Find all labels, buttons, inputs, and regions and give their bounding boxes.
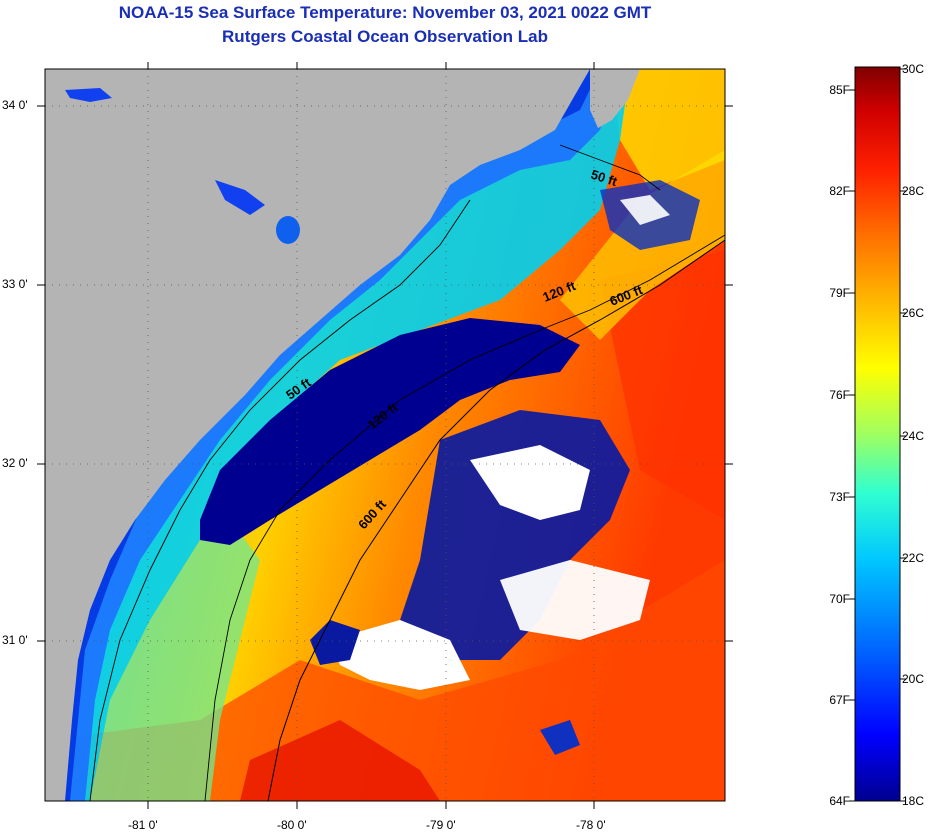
longitude-label: -78 0' <box>576 818 606 832</box>
longitude-label: -81 0' <box>128 818 158 832</box>
cold-pool <box>200 318 580 545</box>
isobath-50ft <box>89 144 661 801</box>
colorbar-label-c: 24C <box>902 429 925 443</box>
land-mass <box>45 69 590 801</box>
colorbar-label-c: 20C <box>902 672 925 686</box>
map-title: NOAA-15 Sea Surface Temperature: Novembe… <box>118 3 652 22</box>
colorbar-label-c: 26C <box>902 306 925 320</box>
colorbar-label-f: 85F <box>829 83 850 97</box>
colorbar-label-f: 79F <box>829 286 850 300</box>
offshore-cold-spot <box>540 720 580 755</box>
colorbar-label-c: 28C <box>902 184 925 198</box>
colorbar-label-f: 82F <box>829 184 850 198</box>
colorbar-label-f: 70F <box>829 592 850 606</box>
warm-water-core <box>240 720 440 801</box>
warm-water-east <box>600 250 725 520</box>
colorbar-ticks <box>849 68 906 802</box>
colorbar-label-f: 67F <box>829 693 850 707</box>
map-border <box>44 68 726 802</box>
cloud-mask-b <box>330 620 470 690</box>
inland-lake-a <box>215 180 265 215</box>
colorbar-label-f: 76F <box>829 388 850 402</box>
axis-ticks <box>37 62 733 809</box>
colorbar-label-c: 30C <box>902 62 925 76</box>
colorbar-label-f: 73F <box>829 490 850 504</box>
graticule <box>45 69 725 801</box>
colorbar-label-c: 22C <box>902 551 925 565</box>
map-frame-content <box>45 69 725 801</box>
offshore-cold-south <box>310 620 360 665</box>
green-transition-band <box>90 520 260 801</box>
colorbar-label-c: 18C <box>902 794 925 808</box>
inland-lake-b <box>276 216 300 244</box>
latitude-label: 32 0' <box>2 456 28 470</box>
map-subtitle: Rutgers Coastal Ocean Observation Lab <box>222 27 548 46</box>
land-northeast <box>590 69 640 128</box>
colorbar-label-f: 64F <box>829 794 850 808</box>
warm-band-north <box>610 69 725 190</box>
isobath-120ft <box>204 234 725 801</box>
colorbar <box>854 66 901 802</box>
inland-lake-north <box>65 88 112 102</box>
cloud-mask-d <box>620 195 670 225</box>
latitude-label: 33 0' <box>2 277 28 291</box>
latitude-label: 34 0' <box>2 98 28 112</box>
longitude-label: -79 0' <box>426 818 456 832</box>
longitude-label: -80 0' <box>277 818 307 832</box>
latitude-label: 31 0' <box>2 633 28 647</box>
cloud-mask-c <box>500 560 650 640</box>
isobath-600ft <box>267 239 725 801</box>
